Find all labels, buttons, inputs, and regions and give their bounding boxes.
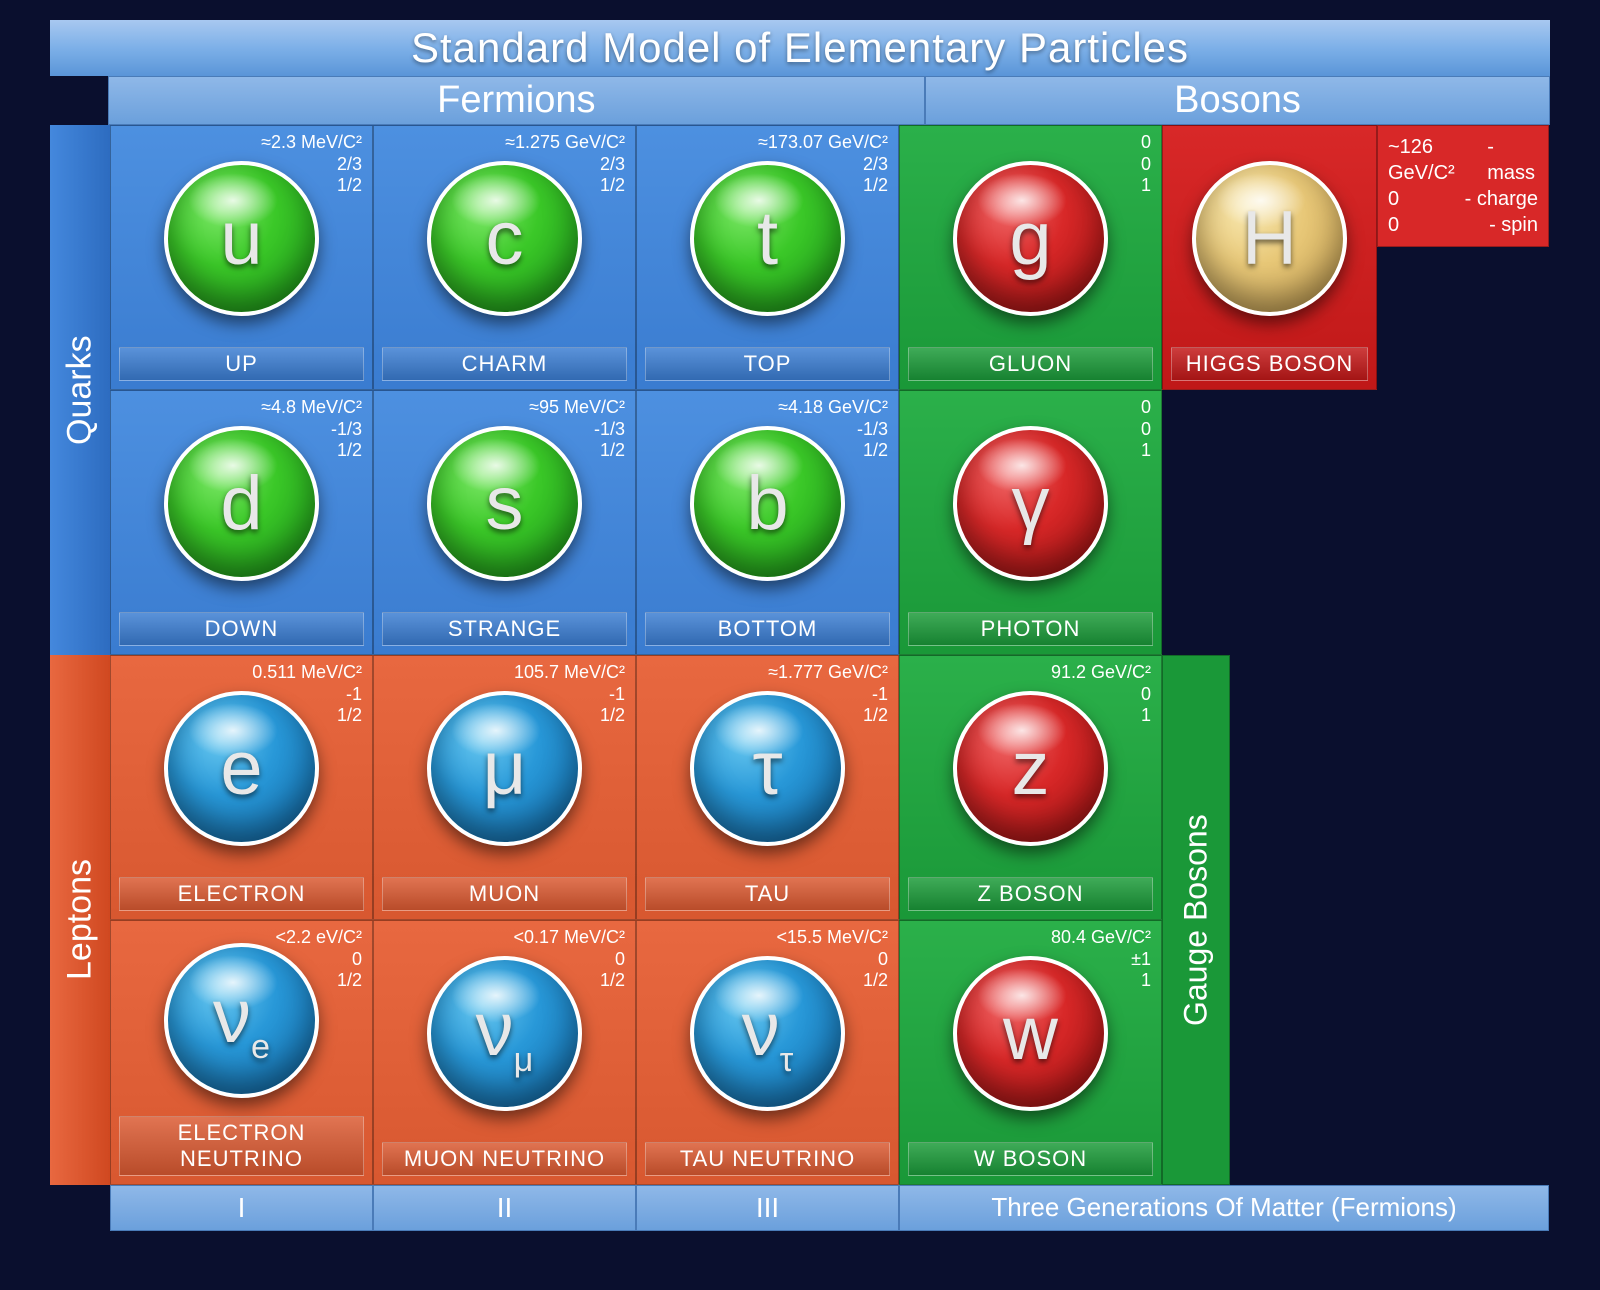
sphere-icon: u	[164, 161, 319, 316]
particle-strange: ≈95 MeV/C²-1/31/2 s STRANGE	[373, 390, 636, 655]
particle-muon-neutrino: <0.17 MeV/C²01/2 νμ MUON NEUTRINO	[373, 920, 636, 1185]
particle-name: MUON NEUTRINO	[382, 1142, 627, 1176]
particle-down: ≈4.8 MeV/C²-1/31/2 d DOWN	[110, 390, 373, 655]
particle-name: ELECTRON	[119, 877, 364, 911]
standard-model-diagram: Standard Model of Elementary Particles F…	[50, 20, 1550, 1231]
particle-gluon: 001 g GLUON	[899, 125, 1162, 390]
particle-name: GLUON	[908, 347, 1153, 381]
sphere-icon: t	[690, 161, 845, 316]
particle-name: W BOSON	[908, 1142, 1153, 1176]
particle-charm: ≈1.275 GeV/C²2/31/2 c CHARM	[373, 125, 636, 390]
particle-higgs: H HIGGS BOSON	[1162, 125, 1377, 390]
particle-electron-neutrino: <2.2 eV/C²01/2 νe ELECTRON NEUTRINO	[110, 920, 373, 1185]
particle-name: BOTTOM	[645, 612, 890, 646]
particle-name: TOP	[645, 347, 890, 381]
particle-name: MUON	[382, 877, 627, 911]
side-label-leptons: Leptons	[50, 655, 110, 1185]
particle-electron: 0.511 MeV/C²-11/2 e ELECTRON	[110, 655, 373, 920]
particle-name: DOWN	[119, 612, 364, 646]
particle-bottom: ≈4.18 GeV/C²-1/31/2 b BOTTOM	[636, 390, 899, 655]
sphere-icon: z	[953, 691, 1108, 846]
sphere-icon: γ	[953, 426, 1108, 581]
sphere-icon: H	[1192, 161, 1347, 316]
particle-name: PHOTON	[908, 612, 1153, 646]
generation-2: II	[373, 1185, 636, 1231]
sphere-icon: c	[427, 161, 582, 316]
header-fermions: Fermions	[108, 76, 925, 125]
particle-photon: 001 γ PHOTON	[899, 390, 1162, 655]
sphere-icon: e	[164, 691, 319, 846]
generations-footer: I II III Three Generations Of Matter (Fe…	[110, 1185, 1550, 1231]
sphere-icon: τ	[690, 691, 845, 846]
particle-name: HIGGS BOSON	[1171, 347, 1368, 381]
main-title: Standard Model of Elementary Particles	[50, 20, 1550, 76]
particle-name: STRANGE	[382, 612, 627, 646]
particle-tau-neutrino: <15.5 MeV/C²01/2 ντ TAU NEUTRINO	[636, 920, 899, 1185]
generations-caption: Three Generations Of Matter (Fermions)	[899, 1185, 1549, 1231]
leptons-grid: 0.511 MeV/C²-11/2 e ELECTRON 105.7 MeV/C…	[110, 655, 899, 1185]
particle-name: TAU NEUTRINO	[645, 1142, 890, 1176]
particle-z-boson: 91.2 GeV/C²01 z Z BOSON	[899, 655, 1162, 920]
particle-name: ELECTRON NEUTRINO	[119, 1116, 364, 1176]
sphere-icon: νe	[164, 943, 319, 1098]
header-bosons: Bosons	[925, 76, 1550, 125]
sphere-icon: d	[164, 426, 319, 581]
side-label-quarks: Quarks	[50, 125, 110, 655]
particle-name: UP	[119, 347, 364, 381]
particle-tau: ≈1.777 GeV/C²-11/2 τ TAU	[636, 655, 899, 920]
sphere-icon: g	[953, 161, 1108, 316]
sphere-icon: s	[427, 426, 582, 581]
quarks-grid: ≈2.3 MeV/C²2/31/2 u UP ≈1.275 GeV/C²2/31…	[110, 125, 899, 655]
sphere-icon: μ	[427, 691, 582, 846]
generation-1: I	[110, 1185, 373, 1231]
sphere-icon: νμ	[427, 956, 582, 1111]
particle-w-boson: 80.4 GeV/C²±11 w W BOSON	[899, 920, 1162, 1185]
bosons-column: 001 g GLUON 001 γ PHOTON 91.2 GeV/C²01 z…	[899, 125, 1162, 1185]
sphere-icon: w	[953, 956, 1108, 1111]
generation-3: III	[636, 1185, 899, 1231]
legend-box: ~126 GeV/C²- mass 0- charge 0- spin	[1377, 125, 1549, 247]
particle-muon: 105.7 MeV/C²-11/2 μ MUON	[373, 655, 636, 920]
particle-name: Z BOSON	[908, 877, 1153, 911]
sphere-icon: ντ	[690, 956, 845, 1111]
particle-name: CHARM	[382, 347, 627, 381]
higgs-block: H HIGGS BOSON ~126 GeV/C²- mass 0- charg…	[1162, 125, 1549, 1185]
sphere-icon: b	[690, 426, 845, 581]
particle-up: ≈2.3 MeV/C²2/31/2 u UP	[110, 125, 373, 390]
particle-name: TAU	[645, 877, 890, 911]
particle-top: ≈173.07 GeV/C²2/31/2 t TOP	[636, 125, 899, 390]
side-label-gauge-bosons: Gauge Bosons	[1162, 655, 1230, 1185]
